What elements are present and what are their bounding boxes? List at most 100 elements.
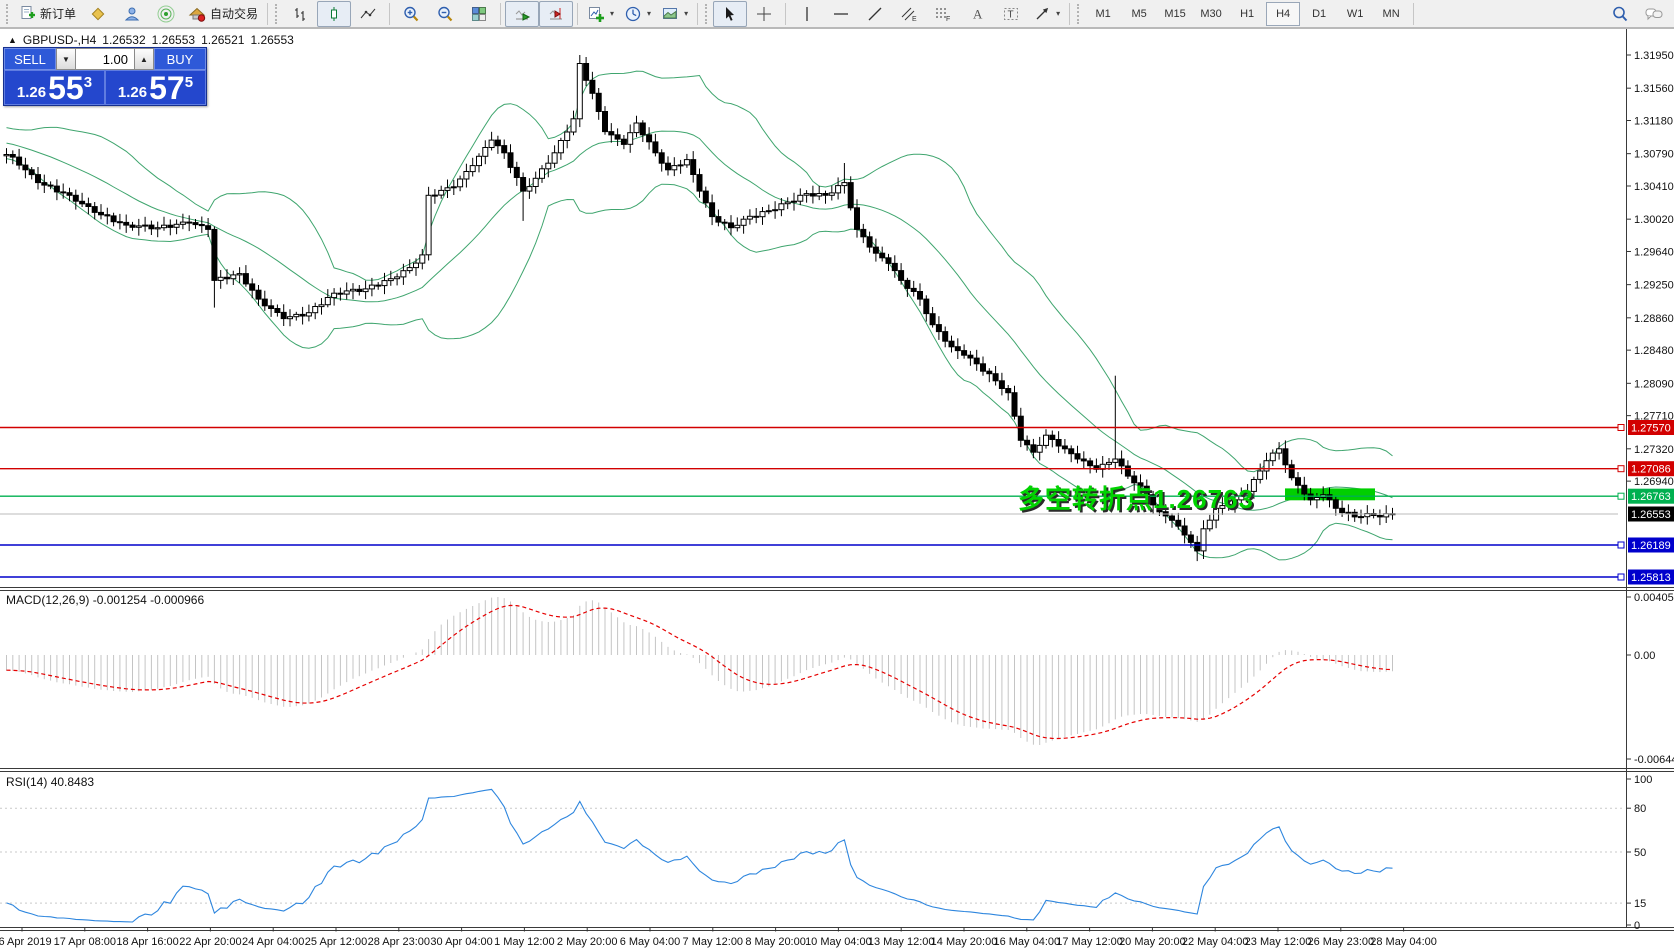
toolbar-drag-handle[interactable] (275, 3, 280, 24)
time-axis-label[interactable]: 10 May 04:00 (805, 936, 872, 948)
time-axis-label[interactable]: 8 May 20:00 (745, 936, 806, 948)
candle-body (425, 194, 432, 256)
arrows-icon (1033, 5, 1051, 23)
volume-input[interactable] (76, 48, 134, 70)
timeframe-m5-button[interactable]: M5 (1131, 7, 1147, 20)
add-indicator-button[interactable]: ▾ (582, 1, 619, 27)
time-axis-label[interactable]: 16 Apr 2019 (0, 936, 52, 948)
time-axis-label[interactable]: 25 Apr 12:00 (305, 936, 367, 948)
signals-button[interactable] (149, 1, 183, 27)
line-anchor-marker[interactable] (1617, 573, 1625, 581)
bollinger-middle-line[interactable] (6, 130, 1393, 511)
candle-body (224, 276, 230, 280)
candle-body (885, 257, 892, 264)
zoom-out-button[interactable] (428, 1, 462, 27)
time-axis-label[interactable]: 30 Apr 04:00 (430, 936, 492, 948)
candle-body (784, 201, 791, 205)
crosshair-tool-button[interactable] (747, 1, 781, 27)
templates-button[interactable]: ▾ (656, 1, 693, 27)
horizontal-line-tool-button[interactable] (824, 1, 858, 27)
time-axis-label[interactable]: 18 Apr 16:00 (116, 936, 178, 948)
volume-decrease-button[interactable]: ▼ (56, 48, 76, 70)
timeframe-h4-button[interactable]: H4 (1266, 1, 1301, 26)
buy-price-button[interactable]: 1.26 57 5 (105, 70, 206, 105)
zoom-in-button[interactable] (394, 1, 428, 27)
tile-windows-button[interactable] (462, 1, 496, 27)
time-axis-label[interactable]: 17 Apr 08:00 (54, 936, 116, 948)
candle-body (904, 279, 911, 289)
bar-chart-mode-button[interactable] (283, 1, 317, 27)
time-axis-label[interactable]: 17 May 12:00 (1056, 936, 1123, 948)
timeframe-m15-button[interactable]: M15 (1164, 7, 1186, 20)
candle-body (980, 363, 986, 372)
candle-body (967, 354, 974, 359)
candle-body (1225, 503, 1232, 507)
buy-button[interactable]: BUY (154, 48, 206, 70)
line-anchor-marker[interactable] (1617, 424, 1625, 431)
chart-shift-button[interactable] (539, 0, 574, 27)
timeframe-mn-button[interactable]: MN (1382, 7, 1400, 20)
sell-button[interactable]: SELL (4, 48, 56, 70)
time-axis-label[interactable]: 23 May 12:00 (1245, 936, 1312, 948)
profile-button[interactable] (115, 1, 149, 27)
time-axis-label[interactable]: 14 May 20:00 (931, 936, 998, 948)
trendline-tool-button[interactable] (858, 1, 892, 27)
timeframe-w1-button[interactable]: W1 (1346, 7, 1364, 20)
volume-increase-button[interactable]: ▲ (134, 48, 154, 70)
candle-body (835, 185, 842, 194)
equidistant-channel-tool-button[interactable]: E (892, 1, 926, 27)
auto-scroll-button[interactable] (505, 0, 540, 27)
time-axis-label[interactable]: 22 Apr 20:00 (179, 936, 241, 948)
text-label-tool-button[interactable]: T (994, 1, 1028, 27)
time-axis-label[interactable]: 28 May 04:00 (1370, 936, 1437, 948)
time-axis-label[interactable]: 26 May 23:00 (1307, 936, 1374, 948)
line-anchor-marker[interactable] (1617, 465, 1625, 473)
metaeditor-button[interactable] (81, 1, 115, 27)
vertical-line-tool-button[interactable] (790, 1, 824, 27)
periods-button[interactable]: ▾ (619, 1, 656, 27)
shapes-tool-button[interactable]: ▾ (1028, 1, 1065, 27)
timeframe-m1-button[interactable]: M1 (1095, 7, 1111, 20)
timeframe-d1-button[interactable]: D1 (1312, 7, 1327, 20)
line-anchor-marker[interactable] (1617, 492, 1625, 500)
fibonacci-tool-button[interactable]: F (926, 1, 960, 27)
time-axis-label[interactable]: 20 May 20:00 (1119, 936, 1186, 948)
time-axis-label[interactable]: 22 May 04:00 (1182, 936, 1249, 948)
search-button[interactable] (1603, 1, 1637, 27)
time-axis-label[interactable]: 13 May 12:00 (868, 936, 935, 948)
timeframe-m30-button[interactable]: M30 (1200, 7, 1222, 20)
sell-price-button[interactable]: 1.26 55 3 (4, 70, 105, 105)
autotrading-button[interactable]: 自动交易 (183, 1, 263, 27)
time-axis-label[interactable]: 6 May 04:00 (620, 936, 681, 948)
candlestick-mode-button[interactable] (317, 0, 352, 27)
candle-body (375, 284, 382, 287)
candle-body (816, 193, 823, 197)
price-badge-label: 1.27086 (1631, 464, 1671, 476)
candle-body (507, 152, 514, 168)
candle-body (287, 316, 293, 320)
new-order-button[interactable]: 新订单 (14, 1, 81, 27)
text-tool-button[interactable]: A (960, 1, 994, 27)
line-anchor-marker[interactable] (1617, 541, 1625, 549)
chart-annotation-text[interactable]: 多空转折点1.26763 (1018, 484, 1254, 514)
toolbar-drag-handle[interactable] (705, 3, 710, 24)
time-axis-label[interactable]: 1 May 12:00 (494, 936, 555, 948)
cursor-tool-button[interactable] (713, 0, 748, 27)
chat-button[interactable] (1637, 1, 1671, 27)
toolbar-drag-handle[interactable] (6, 3, 11, 24)
candle-body (1313, 497, 1320, 501)
one-click-toggle-icon[interactable]: ▲ (8, 35, 17, 45)
candle-body (923, 298, 930, 315)
candlestick-icon (325, 5, 343, 23)
time-axis-label[interactable]: 7 May 12:00 (683, 936, 744, 948)
time-axis-label[interactable]: 16 May 04:00 (993, 936, 1060, 948)
timeframe-h1-button[interactable]: H1 (1240, 7, 1255, 20)
time-axis-label[interactable]: 24 Apr 04:00 (242, 936, 304, 948)
time-axis-label[interactable]: 28 Apr 23:00 (368, 936, 430, 948)
toolbar-drag-handle[interactable] (1077, 3, 1082, 24)
rsi-scale-label: 100 (1634, 774, 1652, 786)
line-chart-mode-button[interactable] (351, 1, 385, 27)
bollinger-upper-line[interactable] (6, 70, 1393, 473)
time-axis-label[interactable]: 2 May 20:00 (557, 936, 618, 948)
